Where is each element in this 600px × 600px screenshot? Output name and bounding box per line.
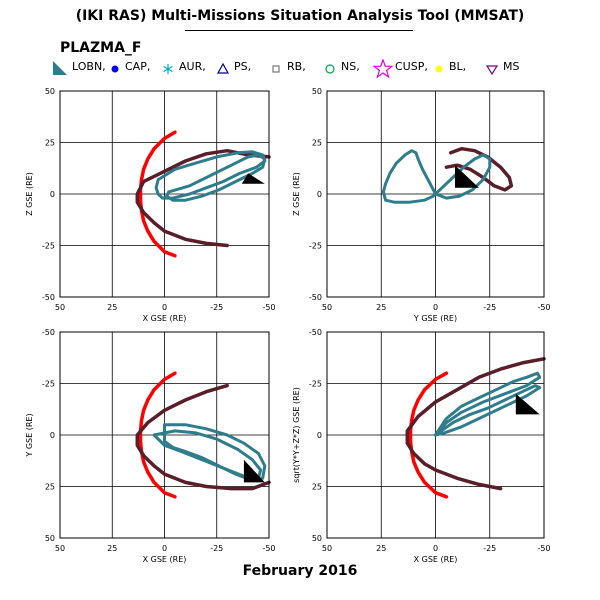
y-tick-label: 0 bbox=[317, 431, 322, 440]
legend-label: LOBN, bbox=[72, 60, 106, 73]
y-tick-label: 0 bbox=[50, 190, 55, 199]
x-tick-label: -50 bbox=[262, 303, 275, 312]
x-tick-label: 50 bbox=[322, 544, 332, 553]
spacecraft-orbit bbox=[152, 429, 263, 480]
sun-direction-marker bbox=[241, 173, 265, 184]
plot-panel-top-right: 50 25 0 -25 -50 -50 -25 0 25 50 Y GSE (RE) Z GSE (R… bbox=[292, 87, 551, 323]
y-axis-label: sqrt(Y*Y+Z*Z) GSE (RE) bbox=[292, 387, 301, 483]
x-tick-label: 0 bbox=[433, 544, 438, 553]
y-tick-label: 0 bbox=[50, 431, 55, 440]
x-tick-label: -50 bbox=[537, 303, 550, 312]
sun-direction-marker bbox=[515, 393, 540, 415]
filled-circle-icon bbox=[111, 65, 119, 73]
x-tick-label: -25 bbox=[483, 303, 496, 312]
y-axis-label: Z GSE (RE) bbox=[25, 172, 34, 216]
spacecraft-orbit bbox=[434, 371, 542, 437]
x-tick-label: 0 bbox=[162, 303, 167, 312]
x-tick-label: 25 bbox=[376, 544, 386, 553]
bow-shock-curve bbox=[135, 148, 271, 248]
x-tick-label: -50 bbox=[537, 544, 550, 553]
y-tick-label: 25 bbox=[45, 483, 55, 492]
legend-label: AUR, bbox=[179, 60, 206, 73]
plot-frame bbox=[326, 90, 545, 298]
x-tick-label: 50 bbox=[55, 303, 65, 312]
legend-label: BL, bbox=[449, 60, 467, 73]
sun-direction-marker bbox=[243, 459, 265, 483]
x-axis-label: X GSE (RE) bbox=[143, 555, 187, 564]
legend-label: NS, bbox=[341, 60, 360, 73]
x-tick-label: 0 bbox=[433, 303, 438, 312]
x-tick-label: -25 bbox=[483, 544, 496, 553]
magnetopause-curve bbox=[408, 371, 449, 499]
x-tick-label: -25 bbox=[210, 544, 223, 553]
plot-panel-bottom-right: 50 25 0 -25 -50 -50 -25 0 25 50 X GSE (RE) sqrt(Y*Y… bbox=[292, 328, 551, 564]
x-tick-label: 25 bbox=[107, 544, 117, 553]
y-tick-label: 0 bbox=[317, 190, 322, 199]
x-tick-label: -50 bbox=[262, 544, 275, 553]
y-tick-label: -50 bbox=[309, 328, 322, 337]
y-tick-label: -25 bbox=[309, 380, 322, 389]
y-axis-label: Z GSE (RE) bbox=[292, 172, 301, 216]
plot-frame bbox=[59, 90, 270, 298]
legend: LOBN, CAP, AUR, PS, RB, NS, CUSP, BL, MS bbox=[0, 59, 600, 81]
open-circle-icon bbox=[325, 64, 335, 74]
legend-label: CAP, bbox=[125, 60, 151, 73]
x-tick-label: 50 bbox=[55, 544, 65, 553]
bow-shock-curve bbox=[444, 146, 514, 192]
y-tick-label: 25 bbox=[45, 139, 55, 148]
bow-shock-curve bbox=[135, 383, 271, 491]
y-tick-label: -50 bbox=[42, 293, 55, 302]
legend-label: RB, bbox=[287, 60, 306, 73]
asterisk-icon bbox=[163, 64, 173, 74]
x-tick-label: 50 bbox=[322, 303, 332, 312]
open-triangle-down-icon bbox=[485, 65, 499, 76]
open-square-icon bbox=[272, 65, 280, 73]
plot-panel-bottom-left: 50 25 0 -25 -50 -50 -25 0 25 50 X GSE (RE) Y GSE (R… bbox=[25, 328, 276, 564]
lobe-triangle-icon bbox=[53, 61, 67, 75]
spacecraft-orbit bbox=[434, 384, 542, 437]
magnetopause-curve bbox=[138, 130, 177, 258]
x-tick-label: -25 bbox=[210, 303, 223, 312]
magnetopause-curve bbox=[138, 371, 177, 499]
filled-circle-icon bbox=[435, 65, 443, 73]
mission-label: PLAZMA_F bbox=[60, 40, 142, 56]
bow-shock-curve bbox=[405, 357, 546, 491]
x-tick-label: 25 bbox=[376, 303, 386, 312]
y-tick-label: 25 bbox=[312, 483, 322, 492]
legend-label: CUSP, bbox=[395, 60, 428, 73]
x-axis-label: Y GSE (RE) bbox=[413, 314, 457, 323]
spacecraft-orbit bbox=[434, 153, 492, 200]
x-axis-label: X GSE (RE) bbox=[143, 314, 187, 323]
open-star-icon bbox=[373, 59, 393, 79]
y-axis-label: Y GSE (RE) bbox=[25, 413, 34, 457]
y-tick-label: 50 bbox=[45, 534, 55, 543]
open-triangle-icon bbox=[216, 62, 230, 74]
legend-label: PS, bbox=[234, 60, 252, 73]
spacecraft-orbit bbox=[154, 150, 267, 200]
y-tick-label: -25 bbox=[42, 242, 55, 251]
y-tick-label: -25 bbox=[42, 380, 55, 389]
x-tick-label: 25 bbox=[107, 303, 117, 312]
x-tick-label: 0 bbox=[162, 544, 167, 553]
y-tick-label: 50 bbox=[312, 87, 322, 96]
x-axis-label: X GSE (RE) bbox=[414, 555, 458, 564]
title-underline bbox=[185, 30, 413, 31]
spacecraft-orbit bbox=[165, 153, 267, 202]
legend-label: MS bbox=[503, 60, 520, 73]
y-tick-label: -50 bbox=[42, 328, 55, 337]
footer-date: February 2016 bbox=[242, 563, 358, 579]
plot-panel-top-left: 50 25 0 -25 -50 -50 -25 0 25 50 X GSE (RE) Z GSE (R… bbox=[25, 87, 276, 323]
y-tick-label: -50 bbox=[309, 293, 322, 302]
y-tick-label: 50 bbox=[45, 87, 55, 96]
y-tick-label: 50 bbox=[312, 534, 322, 543]
y-tick-label: 25 bbox=[312, 139, 322, 148]
plot-frame bbox=[326, 331, 545, 539]
sun-direction-marker bbox=[455, 165, 479, 188]
spacecraft-orbit bbox=[381, 149, 437, 204]
plot-frame bbox=[59, 331, 270, 539]
page-title: (IKI RAS) Multi-Missions Situation Analy… bbox=[75, 8, 525, 24]
y-tick-label: -25 bbox=[309, 242, 322, 251]
